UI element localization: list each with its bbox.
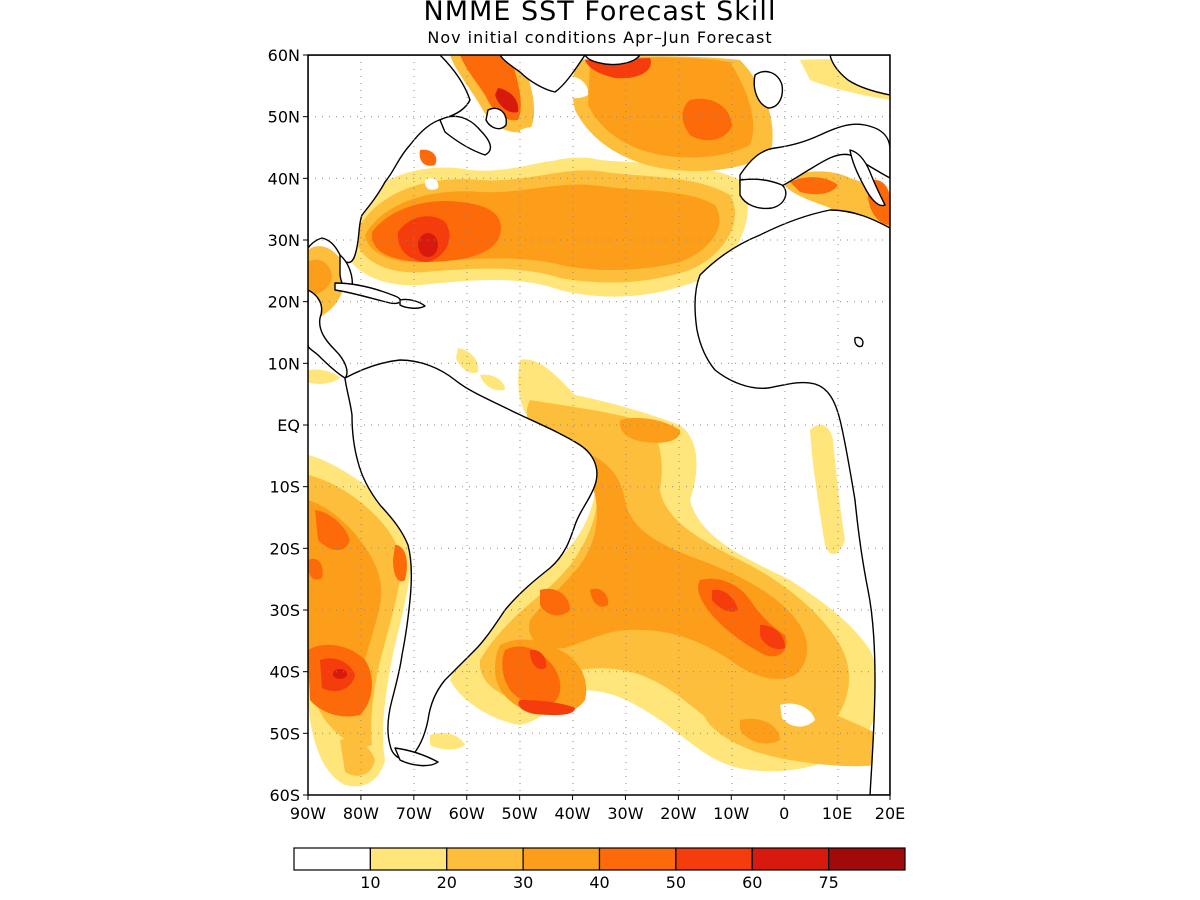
cuba-land xyxy=(334,282,402,305)
lat-tick-label: EQ xyxy=(277,416,300,435)
central-america-land xyxy=(308,289,348,379)
colorbar-label: 75 xyxy=(818,873,838,892)
lon-tick-label: 10W xyxy=(713,804,749,823)
map-grid xyxy=(308,55,890,795)
colorbar: 10 20 30 40 50 60 75 xyxy=(293,847,906,892)
colorbar-swatch xyxy=(293,847,371,871)
lat-tick-label: 50N xyxy=(268,108,300,127)
lon-tick-label: 40W xyxy=(554,804,590,823)
lat-tick-label: 10S xyxy=(269,478,300,497)
lat-tick-label: 10N xyxy=(268,354,300,373)
hispaniola-land xyxy=(399,298,426,309)
tierra-del-fuego-land xyxy=(394,747,439,767)
lat-tick-label: 60S xyxy=(269,786,300,805)
lat-tick-label: 20N xyxy=(268,293,300,312)
lat-tick-label: 60N xyxy=(268,46,300,65)
map-title: NMME SST Forecast Skill xyxy=(423,0,777,27)
colorbar-label: 10 xyxy=(360,873,380,892)
madagascar-free-island xyxy=(854,336,864,348)
africa-land xyxy=(694,209,890,795)
lon-tick-label: 30W xyxy=(607,804,643,823)
labrador-land xyxy=(439,115,492,156)
iberia-land xyxy=(739,178,787,210)
scandinavia-land xyxy=(829,55,890,96)
colorbar-swatch xyxy=(828,847,906,871)
lat-tick-label: 40N xyxy=(268,169,300,188)
lon-tick-label: 50W xyxy=(502,804,538,823)
south-atlantic-skill-region xyxy=(450,359,880,772)
europe-land xyxy=(739,123,890,194)
lon-tick-label: 20W xyxy=(660,804,696,823)
lon-tick-label: 90W xyxy=(290,804,326,823)
lon-tick-label: 0 xyxy=(779,804,789,823)
colorbar-swatch xyxy=(369,847,448,871)
lat-tick-label: 40S xyxy=(269,663,300,682)
lon-tick-label: 10E xyxy=(822,804,852,823)
south-america-land xyxy=(344,359,598,760)
lon-tick-label: 70W xyxy=(396,804,432,823)
lon-tick-label: 20E xyxy=(875,804,905,823)
skill-shading xyxy=(308,55,890,787)
lat-tick-label: 50S xyxy=(269,724,300,743)
latitude-axis: 60N 50N 40N 30N 20N 10N EQ 10S 20S 30S 40S 50S 60S xyxy=(268,46,308,805)
southeast-pacific-skill-region xyxy=(308,348,505,787)
greenland-land xyxy=(499,55,586,93)
colorbar-label: 30 xyxy=(513,873,533,892)
lat-tick-label: 30N xyxy=(268,231,300,250)
colorbar-swatch xyxy=(751,847,830,871)
colorbar-swatch xyxy=(675,847,753,871)
lat-tick-label: 30S xyxy=(269,601,300,620)
lon-tick-label: 80W xyxy=(343,804,379,823)
colorbar-label: 50 xyxy=(666,873,686,892)
colorbar-swatch xyxy=(598,847,677,871)
british-isles-land xyxy=(753,70,784,109)
colorbar-swatch xyxy=(446,847,524,871)
colorbar-label: 60 xyxy=(742,873,762,892)
north-atlantic-skill-region xyxy=(308,55,890,320)
colorbar-label: 40 xyxy=(589,873,609,892)
north-america-land xyxy=(308,55,471,264)
newfoundland-land xyxy=(485,107,507,130)
longitude-axis: 90W 80W 70W 60W 50W 40W 30W 20W 10W 0 10E 20E xyxy=(290,795,905,823)
italy-land xyxy=(849,149,886,207)
lat-tick-label: 20S xyxy=(269,539,300,558)
colorbar-label: 20 xyxy=(437,873,457,892)
colorbar-swatch xyxy=(522,847,601,871)
map-subtitle: Nov initial conditions Apr–Jun Forecast xyxy=(427,28,773,47)
lon-tick-label: 60W xyxy=(449,804,485,823)
